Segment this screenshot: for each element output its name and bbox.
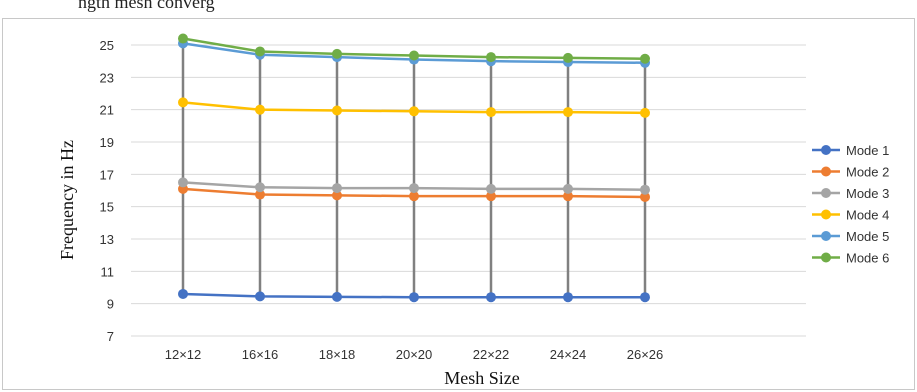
legend-item: Mode 2 xyxy=(812,165,889,180)
x-axis-title: Mesh Size xyxy=(444,368,520,388)
data-point xyxy=(255,291,265,302)
data-point xyxy=(563,191,573,202)
y-axis-title: Frequency in Hz xyxy=(57,140,77,260)
data-point xyxy=(332,291,342,302)
legend-label: Mode 5 xyxy=(846,229,889,244)
data-point xyxy=(486,191,496,202)
chart-frame xyxy=(2,18,915,390)
gridlines xyxy=(131,44,806,337)
x-tick-labels: 12×12 16×16 18×18 20×20 22×22 24×24 26×26 xyxy=(165,347,664,362)
legend-label: Mode 2 xyxy=(846,165,889,180)
data-point xyxy=(178,33,188,44)
y-tick-label: 23 xyxy=(100,70,114,85)
data-point xyxy=(409,191,419,202)
data-point xyxy=(255,182,265,193)
data-point xyxy=(486,183,496,194)
legend-label: Mode 6 xyxy=(846,251,889,266)
data-point xyxy=(332,183,342,194)
data-point xyxy=(563,107,573,118)
legend-item: Mode 6 xyxy=(812,251,889,266)
data-point xyxy=(640,191,650,202)
legend-item: Mode 5 xyxy=(812,229,889,244)
y-tick-label: 19 xyxy=(100,135,114,150)
data-point xyxy=(178,288,188,299)
x-tick-label: 16×16 xyxy=(242,347,279,362)
y-tick-label: 13 xyxy=(100,232,114,247)
x-tick-label: 18×18 xyxy=(319,347,356,362)
series-lines xyxy=(178,33,650,303)
data-point xyxy=(640,292,650,303)
data-point xyxy=(409,292,419,303)
legend-marker xyxy=(821,231,831,241)
series-4 xyxy=(178,97,650,118)
data-point xyxy=(332,48,342,59)
data-point xyxy=(255,46,265,57)
series-2 xyxy=(178,183,650,202)
caption-fragment: ngth mesh converg xyxy=(78,0,215,12)
data-point xyxy=(640,184,650,195)
x-tick-label: 20×20 xyxy=(396,347,433,362)
legend-item: Mode 4 xyxy=(812,208,889,223)
legend-marker xyxy=(821,188,831,198)
y-tick-label: 17 xyxy=(100,167,114,182)
y-tick-label: 25 xyxy=(100,38,114,53)
data-point xyxy=(178,177,188,188)
data-point xyxy=(563,52,573,63)
legend-marker xyxy=(821,166,831,177)
data-point xyxy=(332,190,342,201)
legend-marker xyxy=(821,145,831,155)
data-point xyxy=(409,50,419,61)
data-point xyxy=(563,292,573,303)
data-point xyxy=(178,97,188,108)
data-point xyxy=(640,53,650,64)
series-3 xyxy=(178,177,650,195)
y-tick-label: 21 xyxy=(100,103,114,118)
legend-item: Mode 3 xyxy=(812,186,889,201)
x-tick-label: 12×12 xyxy=(165,347,202,362)
y-tick-label: 11 xyxy=(101,264,115,279)
series-6 xyxy=(178,33,650,64)
drop-lines xyxy=(181,38,647,298)
x-tick-label: 24×24 xyxy=(550,347,587,362)
legend-marker xyxy=(821,252,831,263)
legend-label: Mode 4 xyxy=(846,208,889,223)
y-tick-label: 15 xyxy=(100,200,114,215)
legend-item: Mode 1 xyxy=(812,143,889,158)
x-tick-label: 26×26 xyxy=(627,347,664,362)
data-point xyxy=(255,104,265,115)
data-point xyxy=(486,107,496,118)
data-point xyxy=(409,183,419,194)
data-point xyxy=(563,183,573,194)
y-tick-label: 7 xyxy=(107,329,114,344)
data-point xyxy=(640,107,650,118)
legend-label: Mode 1 xyxy=(846,143,889,158)
x-tick-label: 22×22 xyxy=(473,347,510,362)
legend-label: Mode 3 xyxy=(846,186,889,201)
data-point xyxy=(486,292,496,303)
data-point xyxy=(409,106,419,117)
data-point xyxy=(486,52,496,63)
legend: Mode 1 Mode 2 Mode 3 Mode 4 Mode 5 Mode 6 xyxy=(812,143,889,266)
legend-marker xyxy=(821,209,831,220)
y-tick-label: 9 xyxy=(107,297,114,312)
y-tick-labels: 7 9 11 13 15 17 19 21 23 25 xyxy=(100,38,114,344)
data-point xyxy=(332,105,342,116)
data-point xyxy=(255,189,265,200)
series-1 xyxy=(178,288,650,303)
